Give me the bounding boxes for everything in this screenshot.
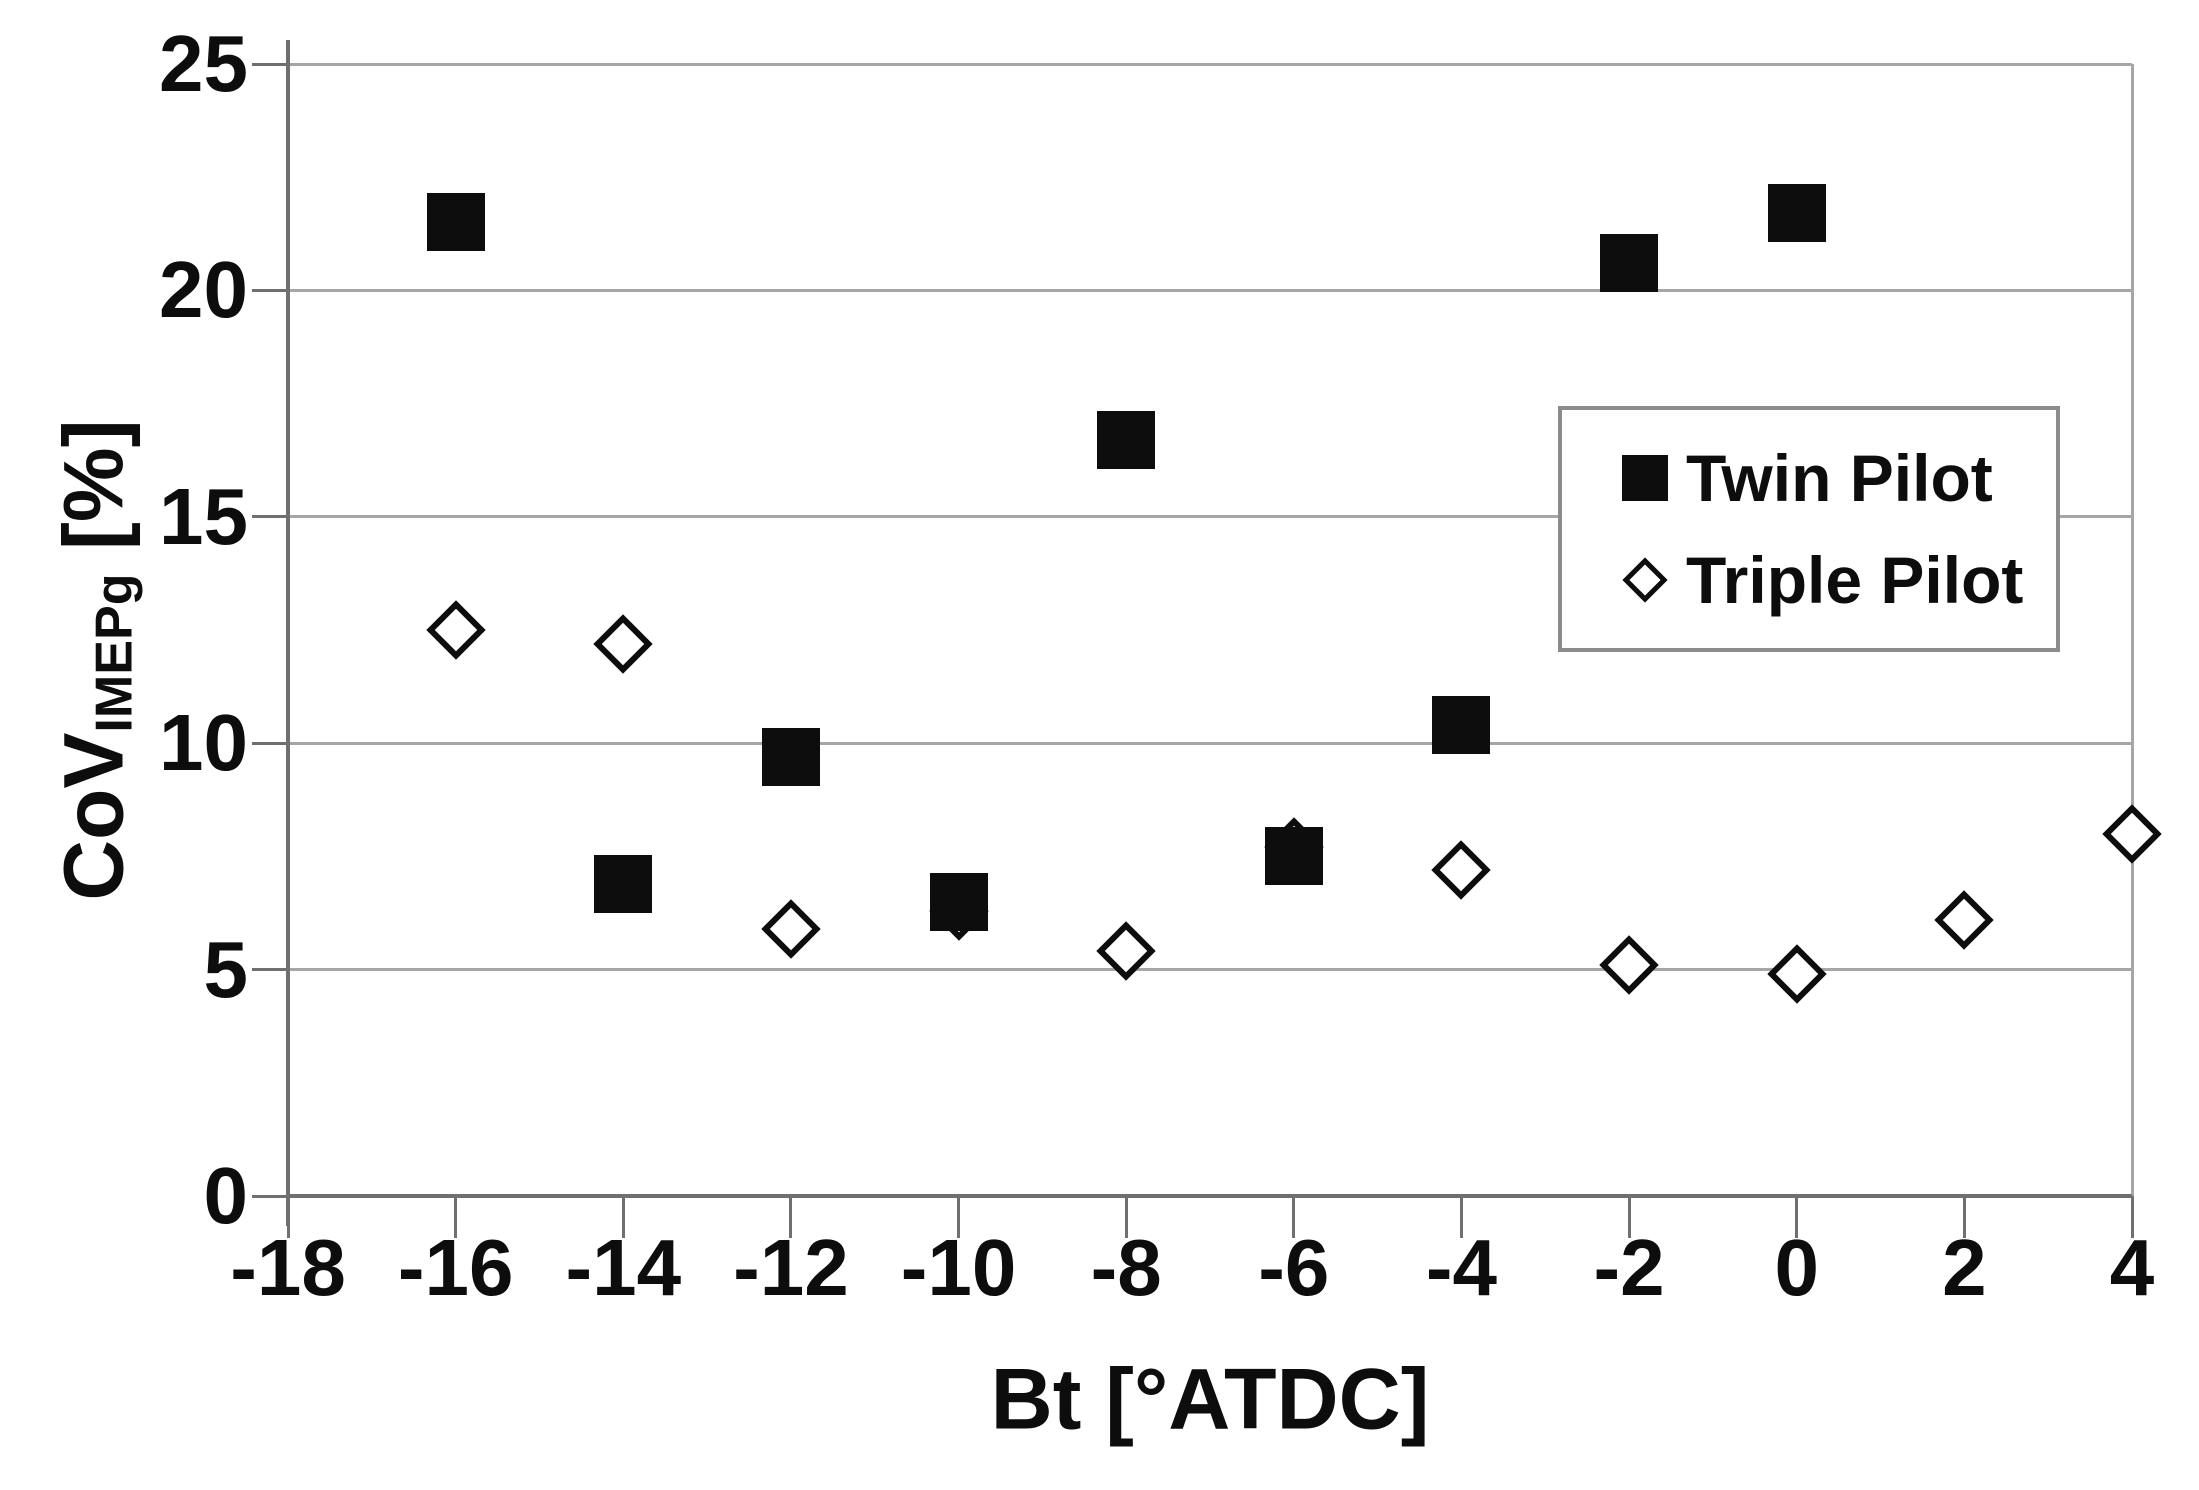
y-axis-tick: [252, 288, 286, 292]
open-diamond-icon: [1622, 557, 1668, 603]
twin-pilot-point: [1432, 696, 1491, 755]
x-axis-tick: [1292, 1196, 1296, 1238]
x-axis-tick: [2130, 1196, 2134, 1238]
y-axis-title-unit: [%]: [46, 419, 141, 574]
triple-pilot-point: [425, 600, 486, 660]
plot-area: Twin Pilot Triple Pilot 0 5 10 15 20 25 -18 -16…: [159, 19, 2162, 1312]
legend: Twin Pilot Triple Pilot: [1558, 406, 2060, 652]
y-axis-tick: [252, 515, 286, 519]
legend-label: Triple Pilot: [1686, 542, 2024, 617]
legend-label: Twin Pilot: [1686, 441, 1993, 516]
twin-pilot-point: [1600, 234, 1659, 293]
y-tick-label: 5: [203, 924, 249, 1014]
gridline-y-25: [288, 62, 2132, 66]
gridline-y-5: [288, 968, 2132, 972]
x-axis-tick: [621, 1196, 625, 1238]
triple-pilot-point: [1767, 944, 1827, 1004]
gridline-y-0: [288, 1194, 2132, 1198]
x-axis-tick: [957, 1196, 961, 1238]
twin-pilot-point: [1264, 827, 1323, 886]
triple-pilot-point: [761, 899, 821, 959]
y-axis-tick: [252, 741, 286, 745]
gridline-y-10: [288, 741, 2132, 745]
legend-item-triple-pilot: Triple Pilot: [1622, 547, 2056, 613]
triple-pilot-point: [593, 613, 653, 674]
gridline-y-15: [288, 515, 2132, 519]
y-tick-label: 0: [203, 1151, 249, 1240]
y-axis-title-main: CoV: [46, 732, 141, 901]
y-tick-label: 10: [159, 698, 248, 788]
y-axis-tick: [252, 1194, 286, 1198]
y-tick-label: 25: [159, 19, 248, 108]
x-axis-tick: [1124, 1196, 1128, 1238]
y-tick-label: 15: [159, 471, 248, 561]
twin-pilot-point: [1097, 410, 1156, 469]
y-tick-label: 20: [159, 245, 248, 335]
triple-pilot-point: [1431, 840, 1492, 900]
triple-pilot-point: [1934, 890, 1995, 950]
triple-pilot-point: [2102, 804, 2162, 864]
x-axis-tick: [789, 1196, 793, 1238]
x-axis-tick: [1627, 1196, 1631, 1238]
gridline-y-20: [288, 288, 2132, 292]
triple-pilot-point: [1096, 921, 1156, 982]
x-axis-tick: [1795, 1196, 1799, 1238]
x-axis-tick: [1962, 1196, 1966, 1238]
y-axis-tick: [252, 968, 286, 972]
y-axis-title-subscript: IMEPg: [85, 573, 144, 733]
twin-pilot-point: [426, 193, 485, 252]
plot-right-border: [2131, 64, 2134, 1196]
y-axis-line: [286, 40, 290, 1226]
y-axis-title: CoVIMEPg [%]: [45, 419, 144, 900]
twin-pilot-point: [761, 727, 820, 786]
y-axis-tick: [252, 62, 286, 66]
x-axis-title: Bt [°ATDC]: [990, 1351, 1430, 1448]
x-axis-tick: [454, 1196, 458, 1238]
x-axis-tick: [286, 1196, 290, 1238]
twin-pilot-point: [1767, 184, 1826, 243]
filled-square-icon: [1622, 455, 1668, 502]
twin-pilot-point: [929, 872, 988, 931]
x-axis-tick: [1459, 1196, 1463, 1238]
triple-pilot-point: [1599, 935, 1659, 995]
twin-pilot-point: [594, 854, 653, 913]
legend-item-twin-pilot: Twin Pilot: [1622, 445, 2056, 511]
